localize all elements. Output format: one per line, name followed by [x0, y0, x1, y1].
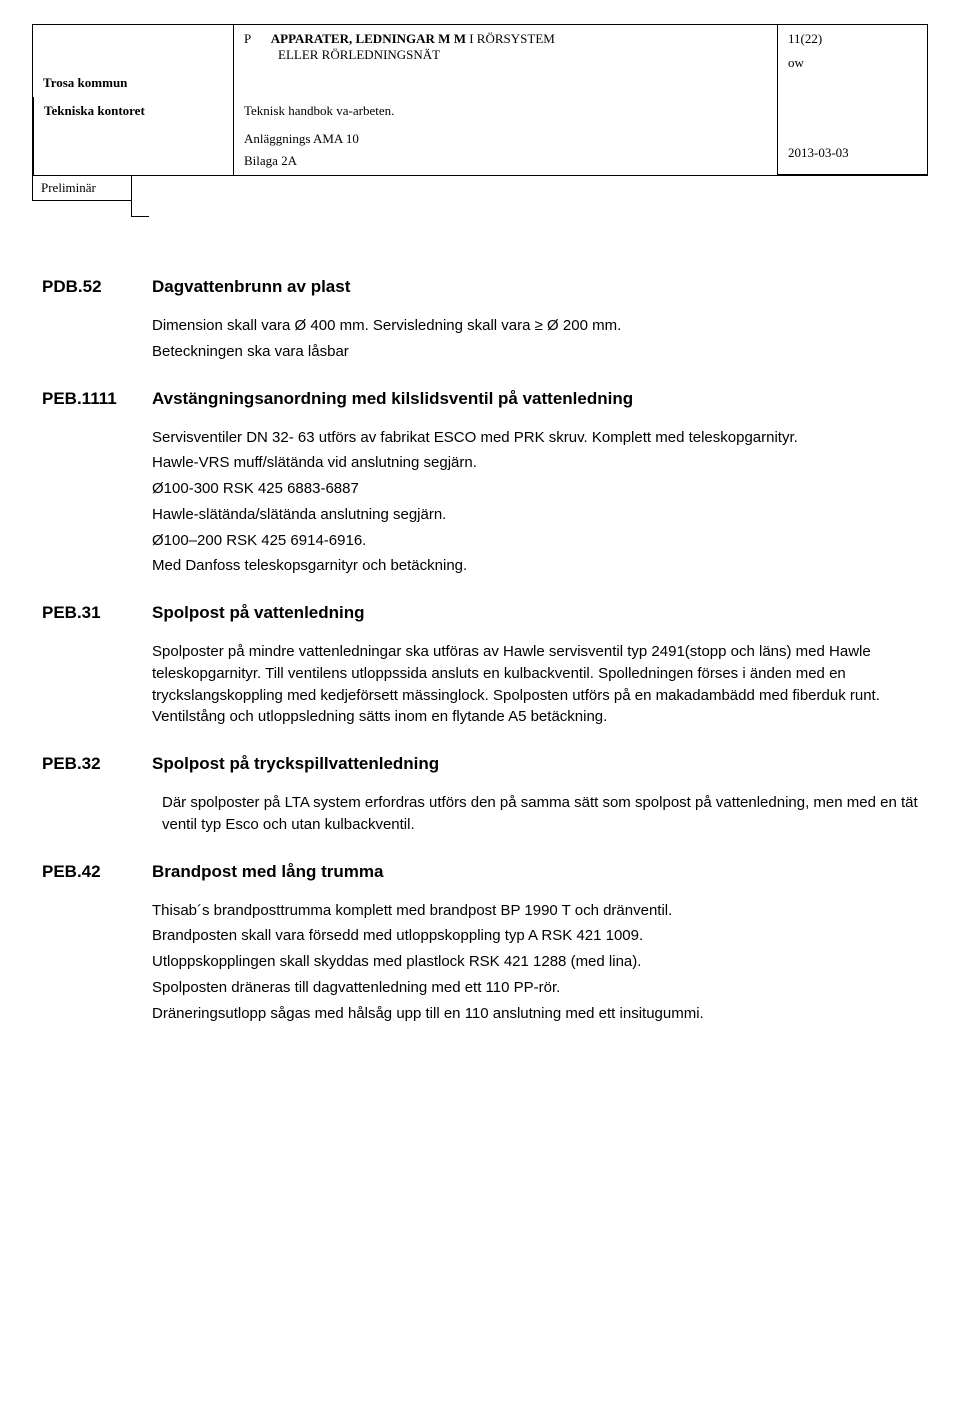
title-line2: ELLER RÖRLEDNINGSNÄT — [244, 47, 767, 63]
section-head: PEB.42 Brandpost med lång trumma — [42, 862, 928, 882]
prelim-row: Preliminär — [32, 176, 928, 201]
section-body: Thisab´s brandposttrumma komplett med br… — [152, 900, 928, 1025]
handbook-cell: Teknisk handbok va-arbeten. — [233, 97, 777, 125]
body-line: Utloppskopplingen skall skyddas med plas… — [152, 951, 928, 973]
section-body: Där spolposter på LTA system erfordras u… — [152, 792, 928, 836]
date-cell: 2013-03-03 — [777, 125, 927, 175]
body-line: Thisab´s brandposttrumma komplett med br… — [152, 900, 928, 922]
prelim-stub — [131, 201, 149, 217]
section-title: Avstängningsanordning med kilslidsventil… — [152, 389, 633, 409]
section-peb1111: PEB.1111 Avstängningsanordning med kilsl… — [42, 389, 928, 578]
section-code: PEB.42 — [42, 862, 152, 882]
ama-cell: Anläggnings AMA 10 Bilaga 2A — [233, 125, 777, 175]
body-line: Spolposten dräneras till dagvattenlednin… — [152, 977, 928, 999]
body-line: Ø100-300 RSK 425 6883-6887 — [152, 478, 928, 500]
section-code: PEB.31 — [42, 603, 152, 623]
body-line: Med Danfoss teleskopsgarnityr och betäck… — [152, 555, 928, 577]
title-prefix: P — [244, 31, 251, 46]
body-line: Dräneringsutlopp sågas med hålsåg upp ti… — [152, 1003, 928, 1025]
section-code: PDB.52 — [42, 277, 152, 297]
ow-label: ow — [788, 55, 917, 71]
body-line: Dimension skall vara Ø 400 mm. Servisled… — [152, 315, 928, 337]
section-body: Servisventiler DN 32- 63 utförs av fabri… — [152, 427, 928, 578]
empty-cell-2 — [33, 125, 233, 175]
empty-cell-1 — [777, 97, 927, 125]
document-page: Trosa kommun P APPARATER, LEDNINGAR M M … — [0, 0, 960, 1409]
body-line: Hawle-VRS muff/slätända vid anslutning s… — [152, 452, 928, 474]
ama-label: Anläggnings AMA 10 — [244, 131, 767, 147]
section-peb31: PEB.31 Spolpost på vattenledning Spolpos… — [42, 603, 928, 728]
section-title: Spolpost på tryckspillvattenledning — [152, 754, 439, 774]
header-table: Trosa kommun P APPARATER, LEDNINGAR M M … — [32, 24, 928, 176]
org-name-1: Trosa kommun — [33, 25, 233, 97]
section-code: PEB.1111 — [42, 389, 152, 409]
section-code: PEB.32 — [42, 754, 152, 774]
bilaga-label: Bilaga 2A — [244, 153, 767, 169]
section-peb32: PEB.32 Spolpost på tryckspillvattenledni… — [42, 754, 928, 836]
section-body: Dimension skall vara Ø 400 mm. Servisled… — [152, 315, 928, 363]
section-head: PEB.32 Spolpost på tryckspillvattenledni… — [42, 754, 928, 774]
section-head: PEB.1111 Avstängningsanordning med kilsl… — [42, 389, 928, 409]
section-body: Spolposter på mindre vattenledningar ska… — [152, 641, 928, 728]
org-name-2: Tekniska kontoret — [33, 97, 233, 125]
section-title: Dagvattenbrunn av plast — [152, 277, 350, 297]
prelim-label: Preliminär — [32, 176, 132, 201]
section-peb42: PEB.42 Brandpost med lång trumma Thisab´… — [42, 862, 928, 1025]
title-rest: I RÖRSYSTEM — [466, 31, 555, 46]
section-head: PEB.31 Spolpost på vattenledning — [42, 603, 928, 623]
page-number: 11(22) — [788, 31, 917, 47]
body-line: Beteckningen ska vara låsbar — [152, 341, 928, 363]
doc-date: 2013-03-03 — [788, 145, 917, 161]
section-title: Brandpost med lång trumma — [152, 862, 383, 882]
doc-title-cell: P APPARATER, LEDNINGAR M M I RÖRSYSTEM E… — [233, 25, 777, 97]
body-line: Spolposter på mindre vattenledningar ska… — [152, 641, 928, 728]
section-title: Spolpost på vattenledning — [152, 603, 365, 623]
body-line: Där spolposter på LTA system erfordras u… — [152, 792, 928, 836]
body-line: Brandposten skall vara försedd med utlop… — [152, 925, 928, 947]
section-pdb52: PDB.52 Dagvattenbrunn av plast Dimension… — [42, 277, 928, 363]
body-line: Servisventiler DN 32- 63 utförs av fabri… — [152, 427, 928, 449]
body-line: Ø100–200 RSK 425 6914-6916. — [152, 530, 928, 552]
body-line: Hawle-slätända/slätända anslutning segjä… — [152, 504, 928, 526]
page-number-cell: 11(22) ow — [777, 25, 927, 97]
title-bold: APPARATER, LEDNINGAR M M — [271, 31, 466, 46]
content-area: PDB.52 Dagvattenbrunn av plast Dimension… — [32, 277, 928, 1024]
section-head: PDB.52 Dagvattenbrunn av plast — [42, 277, 928, 297]
